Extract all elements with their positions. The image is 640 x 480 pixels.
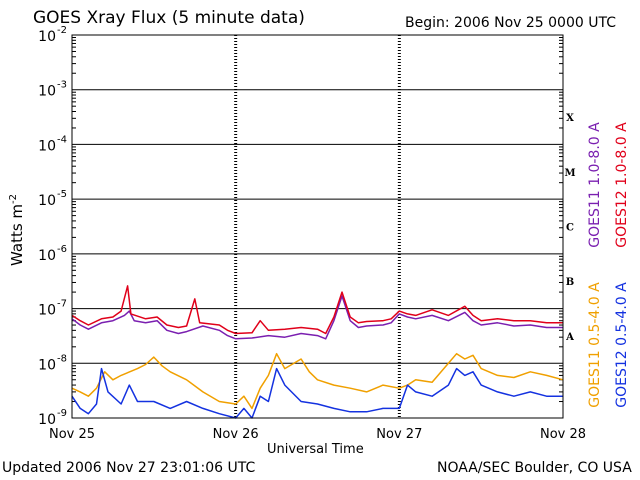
y-tick-label: 10 [38, 84, 56, 100]
y-tick-label: 10 [38, 412, 56, 428]
plot-frame [71, 34, 564, 419]
y-tick-exponent: -5 [57, 189, 67, 200]
y-tick-exponent: -2 [57, 25, 67, 36]
begin-label: Begin: 2006 Nov 25 0000 UTC [405, 15, 616, 31]
updated-timestamp: Updated 2006 Nov 27 23:01:06 UTC [2, 460, 256, 476]
y-tick-exponent: -7 [57, 299, 67, 310]
y-tick-exponent: -4 [57, 134, 67, 145]
y-axis-label-exponent: -2 [8, 193, 19, 204]
y-tick-label: 10 [38, 193, 56, 209]
flare-class-label: M [564, 168, 575, 179]
y-tick-label: 10 [38, 357, 56, 373]
chart-title: GOES Xray Flux (5 minute data) [33, 8, 305, 28]
series-line-3 [71, 352, 564, 410]
x-axis-label: Universal Time [267, 442, 364, 457]
y-tick-exponent: -3 [57, 80, 67, 91]
x-tick-label: Nov 28 [540, 427, 586, 442]
flare-class-label: X [566, 113, 574, 124]
legend-goes11-short: GOES11 0.5-4.0 A [587, 282, 603, 408]
series-line-1 [71, 295, 563, 340]
y-tick-label: 10 [38, 29, 56, 45]
y-tick-exponent: -6 [57, 244, 67, 255]
x-tick-label: Nov 25 [49, 427, 95, 442]
legend-goes11-long: GOES11 1.0-8.0 A [587, 122, 603, 248]
flare-class-label: B [566, 277, 574, 288]
series-line-2 [71, 285, 563, 335]
credit-text: NOAA/SEC Boulder, CO USA [437, 460, 632, 476]
y-tick-exponent: -9 [57, 408, 67, 419]
y-tick-exponent: -8 [57, 353, 67, 364]
y-tick-label: 10 [38, 303, 56, 319]
x-tick-label: Nov 27 [376, 427, 422, 442]
flare-class-label: C [566, 223, 574, 234]
legend-goes12-long: GOES12 1.0-8.0 A [614, 122, 630, 248]
flare-class-label: A [565, 332, 574, 343]
series-line-4 [71, 367, 563, 419]
y-tick-label: 10 [38, 138, 56, 154]
x-tick-label: Nov 26 [213, 427, 259, 442]
y-tick-label: 10 [38, 248, 56, 264]
legend-goes12-short: GOES12 0.5-4.0 A [614, 282, 630, 408]
y-axis-label-text: Watts m [8, 203, 26, 266]
y-axis-label: Watts m-2 [8, 193, 26, 266]
